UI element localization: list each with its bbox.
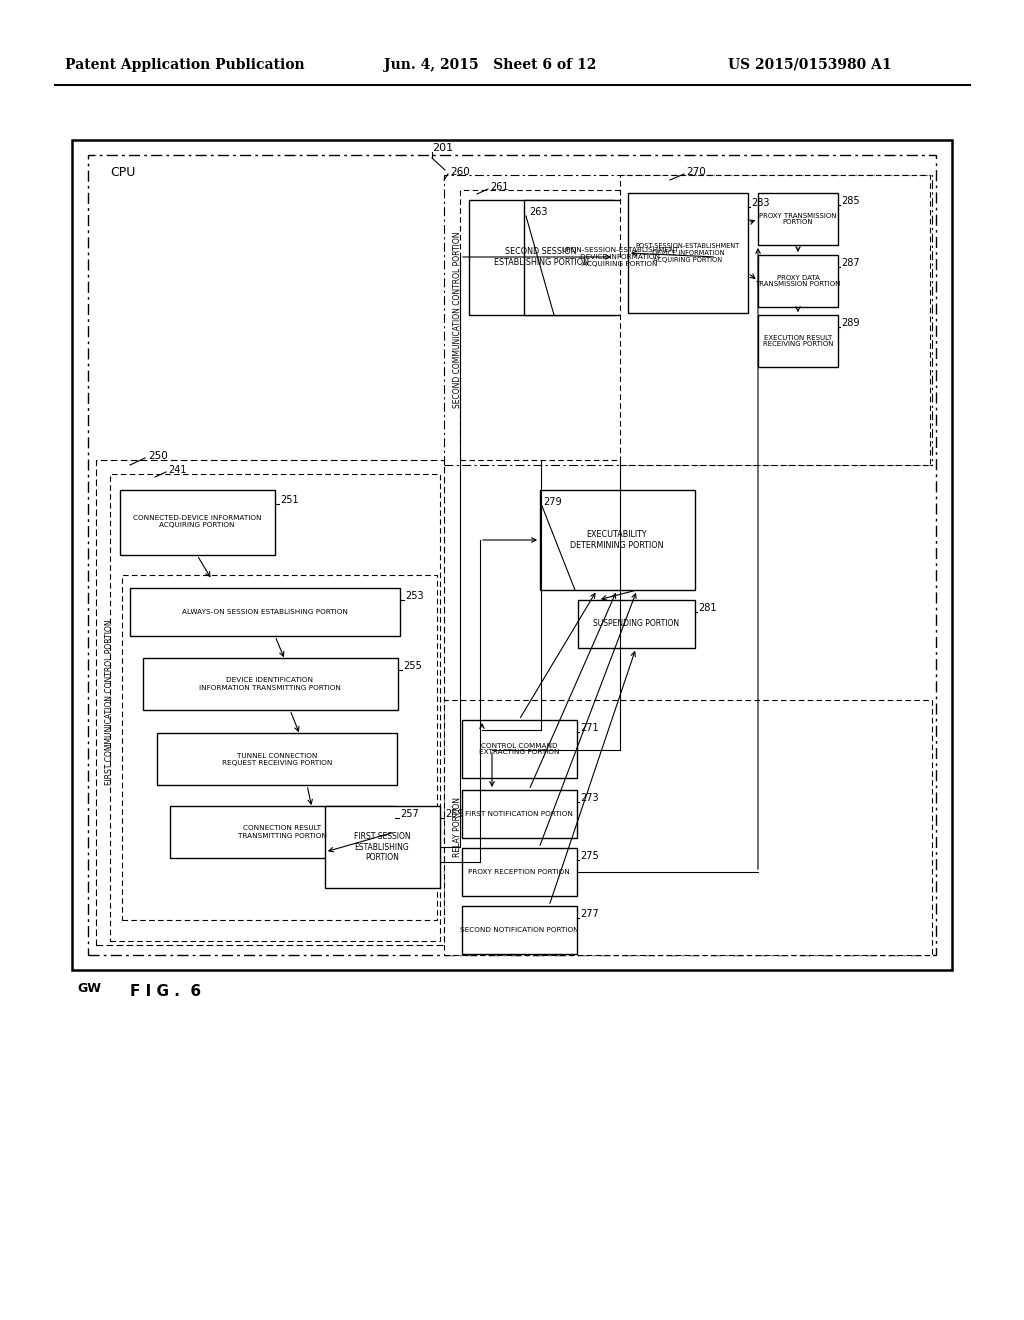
Bar [758,315,838,367]
Text: 241: 241 [168,465,186,475]
Text: PROXY RECEPTION PORTION: PROXY RECEPTION PORTION [468,869,570,875]
Text: 253: 253 [406,591,424,601]
Text: 279: 279 [543,498,561,507]
Text: SUSPENDING PORTION: SUSPENDING PORTION [593,619,679,628]
Text: 250: 250 [148,451,168,461]
Text: F I G .  6: F I G . 6 [130,985,201,999]
Text: Patent Application Publication: Patent Application Publication [66,58,305,73]
Bar [143,657,398,710]
Bar [462,847,577,896]
Text: CONNECTED-DEVICE INFORMATION
ACQUIRING PORTION: CONNECTED-DEVICE INFORMATION ACQUIRING P… [133,516,261,528]
Text: FIRST SESSION
ESTABLISHING
PORTION: FIRST SESSION ESTABLISHING PORTION [353,832,411,862]
Text: POST-SESSION-ESTABLISHMENT
DEVICE INFORMATION
ACQUIRING PORTION: POST-SESSION-ESTABLISHMENT DEVICE INFORM… [636,243,740,263]
Text: 281: 281 [698,603,717,612]
Text: CPU: CPU [110,166,135,180]
Bar [444,700,932,954]
Text: GW: GW [77,982,101,994]
Bar [462,719,577,777]
Text: EXECUTABILITY
DETERMINING PORTION: EXECUTABILITY DETERMINING PORTION [570,531,664,549]
Text: 263: 263 [529,207,548,216]
Bar [130,587,400,636]
Text: TUNNEL CONNECTION
REQUEST RECEIVING PORTION: TUNNEL CONNECTION REQUEST RECEIVING PORT… [222,752,332,766]
Bar [620,176,930,465]
Text: 257: 257 [400,809,419,818]
Text: 275: 275 [580,851,599,861]
Bar [758,255,838,308]
Text: US 2015/0153980 A1: US 2015/0153980 A1 [728,58,892,73]
Text: 285: 285 [841,195,859,206]
Bar [122,576,437,920]
Text: 270: 270 [686,168,706,177]
Text: FIRST COMMUNICATION CONTROL PORTION: FIRST COMMUNICATION CONTROL PORTION [104,619,114,785]
Text: 260: 260 [450,168,470,177]
Text: FIRST NOTIFICATION PORTION: FIRST NOTIFICATION PORTION [465,810,573,817]
Text: 251: 251 [280,495,299,506]
Text: SECOND NOTIFICATION PORTION: SECOND NOTIFICATION PORTION [460,927,579,933]
Text: SECOND COMMUNICATION CONTROL PORTION: SECOND COMMUNICATION CONTROL PORTION [453,232,462,408]
Bar [462,906,577,954]
Text: 201: 201 [432,143,454,153]
Bar [628,193,748,313]
Text: 261: 261 [490,182,509,191]
Text: CONTROL COMMAND
EXTRACTING PORTION: CONTROL COMMAND EXTRACTING PORTION [479,742,559,755]
Text: 277: 277 [580,909,599,919]
Text: 289: 289 [841,318,859,327]
Bar [578,601,695,648]
Bar [110,474,440,941]
Bar [444,176,932,465]
Text: 273: 273 [580,793,599,803]
Bar [758,193,838,246]
Bar [469,201,614,315]
Text: 271: 271 [580,723,599,733]
Text: EXECUTION RESULT
RECEIVING PORTION: EXECUTION RESULT RECEIVING PORTION [763,334,834,347]
Bar [524,201,716,315]
Text: PROXY TRANSMISSION
PORTION: PROXY TRANSMISSION PORTION [759,213,837,226]
Bar [72,140,952,970]
Bar [462,789,577,838]
Text: 259: 259 [445,809,464,818]
Text: ALWAYS-ON SESSION ESTABLISHING PORTION: ALWAYS-ON SESSION ESTABLISHING PORTION [182,609,348,615]
Text: RELAY PORTION: RELAY PORTION [453,797,462,857]
Bar [170,807,395,858]
Text: 287: 287 [841,257,859,268]
Bar [120,490,275,554]
Bar [157,733,397,785]
Bar [540,490,695,590]
Bar [325,807,440,888]
Bar [96,459,444,945]
Text: DEVICE IDENTIFICATION
INFORMATION TRANSMITTING PORTION: DEVICE IDENTIFICATION INFORMATION TRANSM… [199,677,341,690]
Bar [460,190,925,459]
Text: UPON-SESSION-ESTABLISHMENT
DEVICE INFORMATION
ACQUIRING PORTION: UPON-SESSION-ESTABLISHMENT DEVICE INFORM… [561,247,679,267]
Bar [88,154,936,954]
Text: CONNECTION RESULT
TRANSMITTING PORTION: CONNECTION RESULT TRANSMITTING PORTION [238,825,327,838]
Text: 283: 283 [751,198,769,209]
Text: 255: 255 [403,661,422,671]
Text: SECOND SESSION
ESTABLISHING PORTION: SECOND SESSION ESTABLISHING PORTION [494,247,589,267]
Text: Jun. 4, 2015   Sheet 6 of 12: Jun. 4, 2015 Sheet 6 of 12 [384,58,596,73]
Text: PROXY DATA
TRANSMISSION PORTION: PROXY DATA TRANSMISSION PORTION [756,275,841,288]
